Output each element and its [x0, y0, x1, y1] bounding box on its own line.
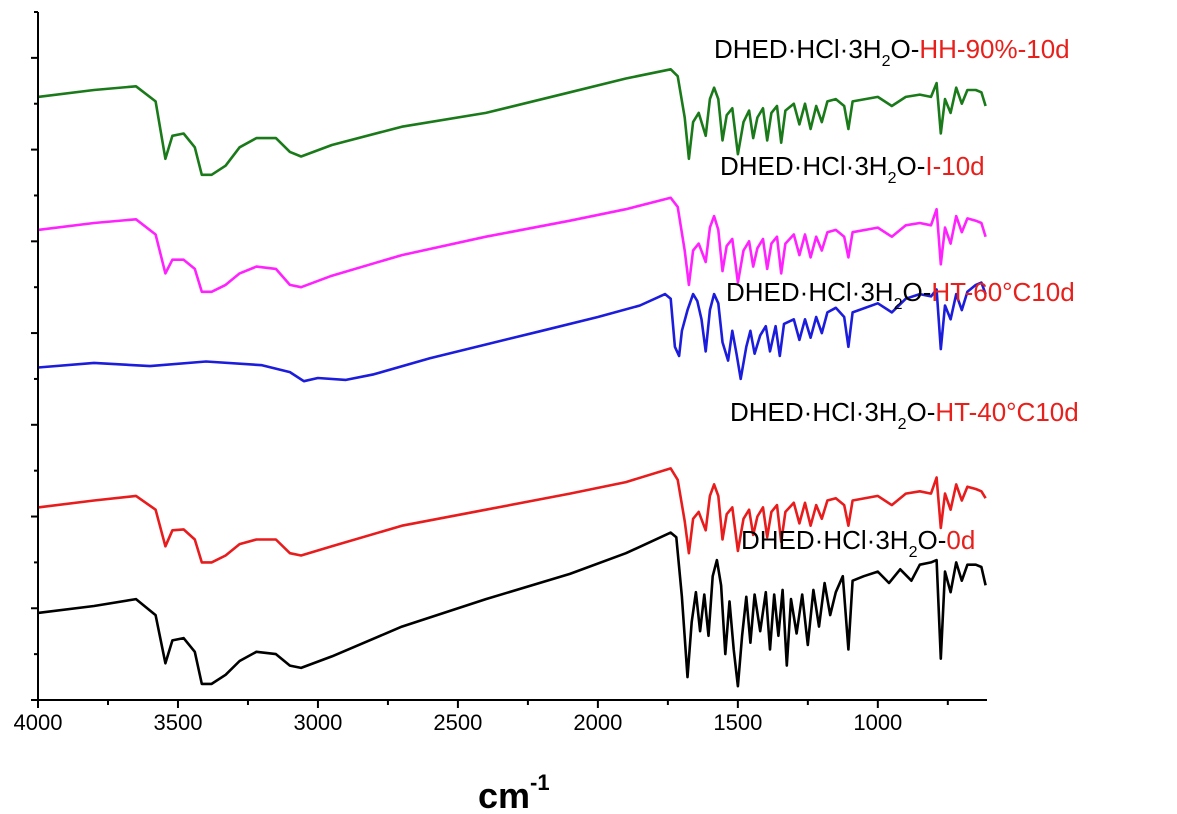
series-line-0	[37, 68, 987, 177]
series-label-mid: O-	[906, 397, 935, 427]
series-label-prefix: DHED·HCl·3H	[714, 34, 882, 64]
series-label-suffix: HT-40°C10d	[935, 397, 1078, 427]
series-label-group: DHED·HCl·3H2O-HH-90%-10dDHED·HCl·3H2O-I-…	[714, 34, 1079, 561]
series-label-2: DHED·HCl·3H2O-HT-60°C10d	[726, 277, 1075, 313]
series-label-mid: O-	[902, 277, 931, 307]
y-tick-group	[31, 11, 38, 701]
series-label-0: DHED·HCl·3H2O-HH-90%-10d	[714, 34, 1070, 70]
series-label-subscript: 2	[888, 170, 897, 187]
series-label-subscript: 2	[882, 53, 891, 70]
series-label-suffix: 0d	[946, 525, 975, 555]
series-label-suffix: I-10d	[925, 151, 984, 181]
series-label-mid: O-	[917, 525, 946, 555]
series-line-1	[37, 196, 987, 294]
series-label-subscript: 2	[894, 296, 903, 313]
series-label-1: DHED·HCl·3H2O-I-10d	[720, 151, 985, 187]
series-label-subscript: 2	[898, 416, 907, 433]
series-label-prefix: DHED·HCl·3H	[726, 277, 894, 307]
series-line-4	[37, 531, 987, 688]
series-label-mid: O-	[896, 151, 925, 181]
x-tick-label: 1500	[713, 710, 762, 735]
series-line-2	[37, 281, 987, 383]
series-label-suffix: HT-60°C10d	[931, 277, 1074, 307]
series-label-mid: O-	[890, 34, 919, 64]
series-label-3: DHED·HCl·3H2O-HT-40°C10d	[730, 397, 1079, 433]
x-tick-label: 3000	[293, 710, 342, 735]
x-tick-label: 2000	[573, 710, 622, 735]
series-label-4: DHED·HCl·3H2O-0d	[741, 525, 975, 561]
x-tick-label: 4000	[14, 710, 63, 735]
x-tick-group: 4000 3500 3000 2500 2000 1500 1000	[14, 700, 949, 735]
series-label-subscript: 2	[909, 544, 918, 561]
x-axis-title: cm-1	[478, 770, 550, 814]
x-tick-label: 2500	[433, 710, 482, 735]
series-label-prefix: DHED·HCl·3H	[741, 525, 909, 555]
x-tick-label: 1000	[853, 710, 902, 735]
x-tick-label: 3500	[153, 710, 202, 735]
series-label-prefix: DHED·HCl·3H	[720, 151, 888, 181]
series-label-prefix: DHED·HCl·3H	[730, 397, 898, 427]
plot-series-group	[37, 68, 987, 688]
series-label-suffix: HH-90%-10d	[919, 34, 1069, 64]
series-line-3	[37, 467, 987, 564]
